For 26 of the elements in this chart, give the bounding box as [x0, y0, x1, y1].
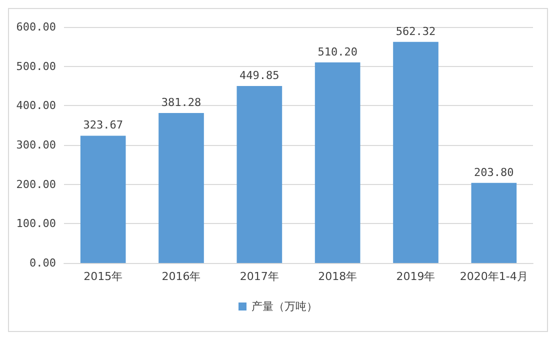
bar	[314, 62, 360, 263]
y-tick-label: 400.00	[16, 99, 56, 112]
data-label: 203.80	[474, 166, 514, 179]
y-tick-label: 200.00	[16, 178, 56, 191]
x-tick-label: 2016年	[162, 270, 201, 283]
bar	[80, 136, 126, 263]
y-tick-label: 300.00	[16, 138, 56, 152]
data-label: 323.67	[83, 118, 123, 132]
y-tick-label: 100.00	[16, 217, 56, 230]
bar	[236, 86, 282, 263]
x-tick-label: 2019年	[396, 270, 436, 283]
data-label: 449.85	[240, 69, 280, 82]
data-label: 562.32	[396, 24, 436, 38]
x-tick-label: 2020年1-4月	[460, 270, 528, 283]
y-tick-label: 0.00	[30, 256, 56, 270]
bar	[471, 182, 517, 263]
data-label: 510.20	[318, 45, 358, 58]
y-tick-label: 500.00	[16, 60, 56, 73]
legend-label: 产量（万吨）	[252, 300, 318, 313]
x-tick-label: 2015年	[84, 270, 123, 283]
data-label: 381.28	[161, 96, 202, 110]
x-tick-label: 2018年	[318, 270, 358, 283]
bar	[158, 113, 204, 263]
x-tick-label: 2017年	[240, 270, 279, 283]
y-tick-label: 600.00	[16, 20, 56, 34]
bar	[393, 42, 438, 263]
